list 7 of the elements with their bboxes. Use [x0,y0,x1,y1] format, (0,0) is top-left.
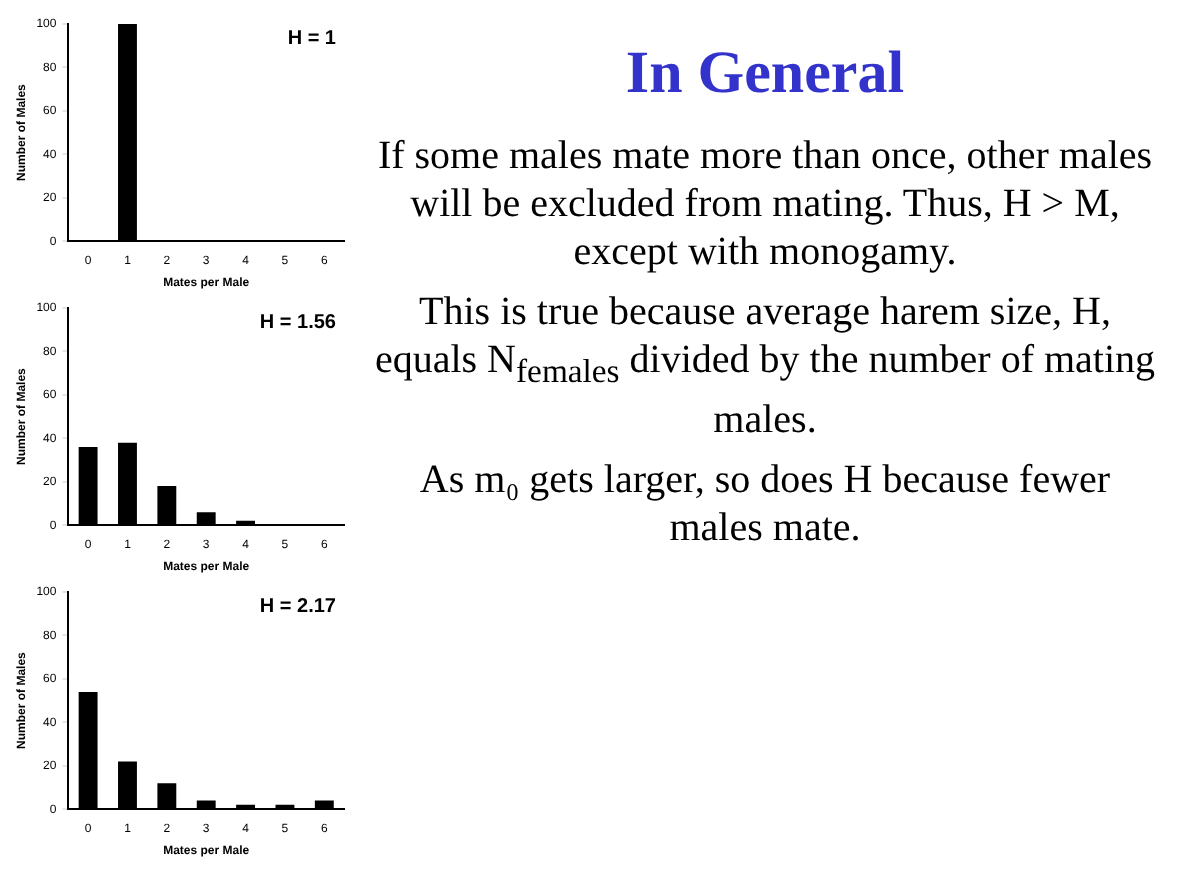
text: As m₀ gets larger, so does H because fewer males mate. [417,456,1113,552]
text: If some males mate more than once, other males will be excluded from mating. Thus, H > M, except with monogamy. [375,132,1155,276]
text: In General [623,40,907,108]
annotation: H = 1 [287,27,337,50]
text: This is true because average harem size, H, equals N$_{females}$ divided by the number of mating males. [372,288,1158,444]
annotation: H = 1.56 [259,311,337,334]
annotation: H = 2.17 [259,595,337,618]
